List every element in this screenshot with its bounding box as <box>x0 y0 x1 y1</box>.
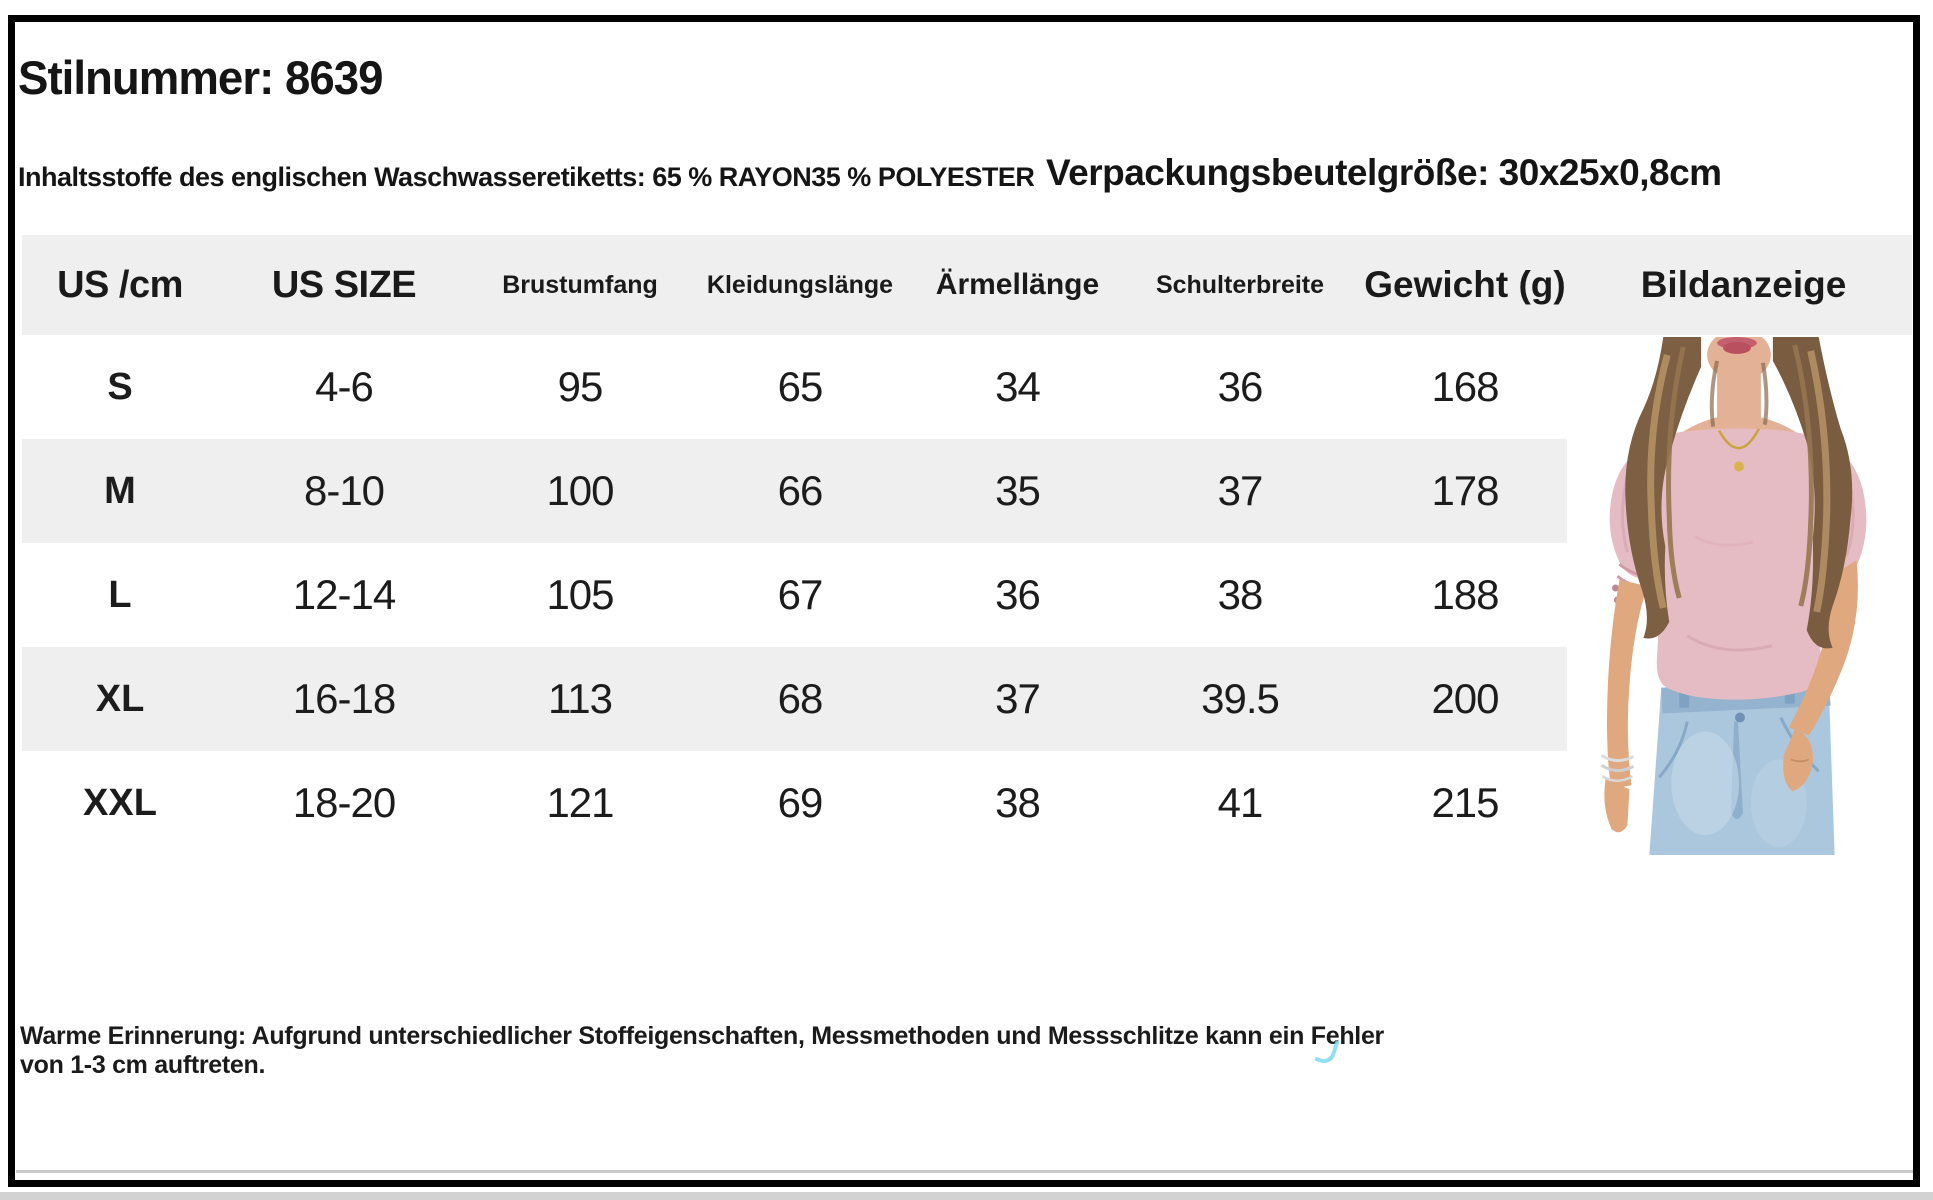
header-cell-gewicht: Gewicht (g) <box>1364 264 1566 305</box>
table-row-l: L 12-14 105 67 36 38 188 <box>22 543 1575 647</box>
bottom-edge-strip <box>0 1192 1933 1200</box>
header-cell-bildanzeige: Bildanzeige <box>1640 264 1847 305</box>
table-body: S 4-6 95 65 34 36 168 M 8-10 100 66 35 3… <box>22 335 1575 855</box>
schulterbreite-cell: 36 <box>1217 363 1264 410</box>
kleidungslaenge-cell: 67 <box>777 571 824 618</box>
table-row-s: S 4-6 95 65 34 36 168 <box>22 335 1575 439</box>
gewicht-cell: 215 <box>1431 779 1499 826</box>
kleidungslaenge-cell: 69 <box>777 779 824 826</box>
header-cell-brustumfang: Brustumfang <box>502 270 658 299</box>
gewicht-cell: 168 <box>1431 363 1499 410</box>
size-table: US /cm US SIZE Brustumfang Kleidungsläng… <box>22 235 1912 855</box>
brustumfang-cell: 95 <box>557 363 604 410</box>
us-size-cell: 16-18 <box>292 675 396 722</box>
schulterbreite-cell: 37 <box>1217 467 1264 514</box>
us-size-cell: 8-10 <box>303 467 385 514</box>
size-label: XL <box>95 677 145 720</box>
kleidungslaenge-cell: 66 <box>777 467 824 514</box>
gewicht-cell: 178 <box>1431 467 1499 514</box>
size-label: L <box>108 573 132 616</box>
gewicht-cell: 200 <box>1431 675 1499 722</box>
gewicht-cell: 188 <box>1431 571 1499 618</box>
aermellaenge-cell: 38 <box>995 779 1041 826</box>
table-row-m: M 8-10 100 66 35 37 178 <box>22 439 1575 543</box>
header-cell-schulterbreite: Schulterbreite <box>1155 270 1325 299</box>
divider <box>16 1170 1913 1173</box>
aermellaenge-cell: 34 <box>995 363 1041 410</box>
schulterbreite-cell: 39.5 <box>1201 675 1280 722</box>
brustumfang-cell: 113 <box>548 675 613 722</box>
size-label: XXL <box>83 781 157 824</box>
kleidungslaenge-cell: 68 <box>777 675 824 722</box>
brustumfang-cell: 121 <box>546 779 614 826</box>
size-label: M <box>104 469 136 512</box>
aermellaenge-cell: 37 <box>995 675 1041 722</box>
page-title: Stilnummer: 8639 <box>18 51 384 104</box>
us-size-cell: 12-14 <box>292 571 396 618</box>
table-header-row: US /cm US SIZE Brustumfang Kleidungsläng… <box>22 235 1912 335</box>
table-row-xl: XL 16-18 113 68 37 39.5 200 <box>22 647 1575 751</box>
warm-reminder-text: Warme Erinnerung: Aufgrund unterschiedli… <box>20 1022 1384 1079</box>
size-label: S <box>107 365 133 408</box>
us-size-cell: 18-20 <box>292 779 396 826</box>
schulterbreite-cell: 38 <box>1217 571 1264 618</box>
material-info-text: Inhaltsstoffe des englischen Waschwasser… <box>18 162 1035 192</box>
us-size-cell: 4-6 <box>315 363 374 410</box>
model-photo <box>1567 337 1907 855</box>
header-cell-kleidungslaenge: Kleidungslänge <box>706 270 894 299</box>
header-cell-us-cm: US /cm <box>57 263 183 306</box>
header-cell-aermellaenge: Ärmellänge <box>935 268 1100 301</box>
brustumfang-cell: 105 <box>546 571 614 618</box>
header-cell-us-size: US SIZE <box>271 263 417 306</box>
aermellaenge-cell: 35 <box>995 467 1041 514</box>
table-row-xxl: XXL 18-20 121 69 38 41 215 <box>22 751 1575 855</box>
schulterbreite-cell: 41 <box>1217 779 1264 826</box>
brustumfang-cell: 100 <box>546 467 614 514</box>
kleidungslaenge-cell: 65 <box>777 363 824 410</box>
package-size-text: Verpackungsbeutelgröße: 30x25x0,8cm <box>1046 152 1722 193</box>
aermellaenge-cell: 36 <box>995 571 1041 618</box>
